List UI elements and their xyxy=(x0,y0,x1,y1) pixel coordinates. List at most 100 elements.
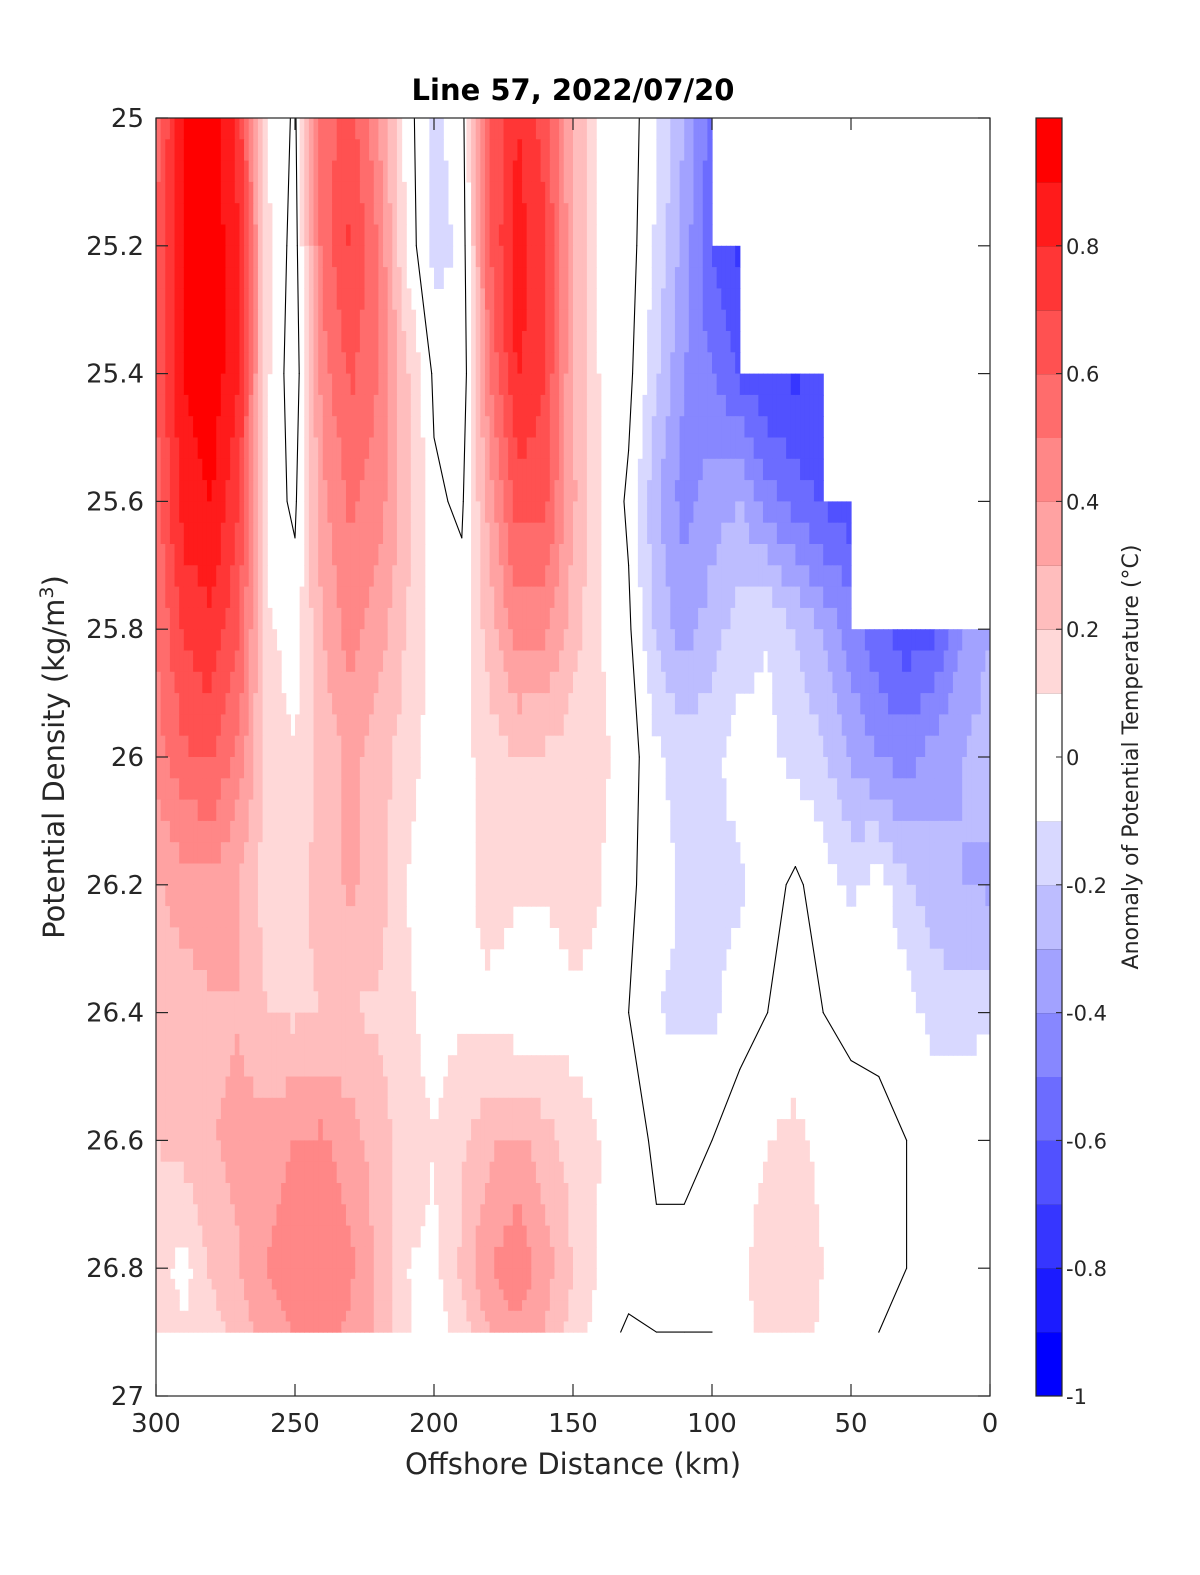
anomaly-cell xyxy=(369,437,375,460)
anomaly-cell xyxy=(535,565,542,588)
anomaly-cell xyxy=(369,820,375,843)
anomaly-cell xyxy=(378,884,384,907)
anomaly-cell xyxy=(327,416,333,439)
anomaly-cell xyxy=(211,1119,217,1141)
anomaly-cell xyxy=(197,203,203,226)
anomaly-cell xyxy=(651,629,657,652)
anomaly-cell xyxy=(322,437,329,460)
anomaly-cell xyxy=(359,501,366,524)
anomaly-cell xyxy=(193,267,199,289)
anomaly-cell xyxy=(373,458,379,481)
anomaly-cell xyxy=(577,842,583,865)
anomaly-cell xyxy=(160,352,166,375)
anomaly-cell xyxy=(684,416,690,439)
anomaly-cell xyxy=(656,352,662,375)
anomaly-cell xyxy=(674,607,681,630)
anomaly-cell xyxy=(484,245,491,268)
anomaly-cell xyxy=(582,693,588,715)
anomaly-cell xyxy=(193,757,199,779)
anomaly-cell xyxy=(378,799,384,822)
anomaly-cell xyxy=(257,1076,264,1099)
anomaly-cell xyxy=(554,607,560,630)
anomaly-cell xyxy=(786,522,792,545)
anomaly-cell xyxy=(957,714,963,737)
anomaly-cell xyxy=(193,586,199,609)
anomaly-cell xyxy=(559,778,565,801)
anomaly-cell xyxy=(188,970,194,992)
anomaly-cell xyxy=(684,352,690,375)
anomaly-cell xyxy=(230,309,236,332)
anomaly-cell xyxy=(234,1097,240,1120)
anomaly-cell xyxy=(239,863,245,886)
anomaly-cell xyxy=(568,586,574,609)
anomaly-cell xyxy=(693,267,699,289)
anomaly-cell xyxy=(707,842,713,865)
anomaly-cell xyxy=(169,906,176,928)
anomaly-cell xyxy=(188,842,194,865)
anomaly-cell xyxy=(661,629,667,652)
anomaly-cell xyxy=(498,693,505,715)
anomaly-cell xyxy=(554,373,560,396)
anomaly-cell xyxy=(892,693,898,715)
anomaly-cell xyxy=(846,714,852,737)
anomaly-cell xyxy=(498,373,505,396)
anomaly-cell xyxy=(220,906,227,928)
anomaly-cell xyxy=(332,309,338,332)
anomaly-cell xyxy=(767,565,773,588)
anomaly-cell xyxy=(447,224,454,247)
anomaly-cell xyxy=(702,522,708,545)
anomaly-cell xyxy=(573,671,579,694)
anomaly-cell xyxy=(341,544,347,566)
anomaly-cell xyxy=(712,714,718,737)
anomaly-cell xyxy=(925,927,931,950)
anomaly-cell xyxy=(494,118,500,140)
anomaly-cell xyxy=(827,565,834,588)
anomaly-cell xyxy=(684,757,690,779)
anomaly-cell xyxy=(206,394,213,417)
anomaly-cell xyxy=(480,288,486,311)
anomaly-cell xyxy=(281,863,287,886)
anomaly-cell xyxy=(526,778,532,801)
anomaly-cell xyxy=(688,948,695,971)
anomaly-cell xyxy=(531,288,537,311)
anomaly-cell xyxy=(267,203,273,226)
anomaly-cell xyxy=(345,714,352,737)
anomaly-cell xyxy=(758,480,764,502)
anomaly-cell xyxy=(336,139,342,162)
anomaly-cell xyxy=(661,309,667,332)
anomaly-cell xyxy=(489,373,495,396)
anomaly-cell xyxy=(855,799,861,822)
anomaly-cell xyxy=(313,650,319,673)
anomaly-cell xyxy=(239,927,245,950)
anomaly-cell xyxy=(345,373,352,396)
anomaly-cell xyxy=(563,757,569,779)
anomaly-cell xyxy=(563,224,569,247)
anomaly-cell xyxy=(545,267,551,289)
anomaly-cell xyxy=(522,544,528,566)
anomaly-cell xyxy=(179,671,185,694)
anomaly-cell xyxy=(568,118,574,140)
anomaly-cell xyxy=(378,757,384,779)
anomaly-cell xyxy=(818,735,824,758)
anomaly-cell xyxy=(512,288,518,311)
anomaly-cell xyxy=(197,1012,203,1035)
anomaly-cell xyxy=(262,160,268,183)
anomaly-cell xyxy=(818,671,824,694)
anomaly-cell xyxy=(489,160,495,183)
anomaly-cell xyxy=(832,565,838,588)
anomaly-cell xyxy=(674,927,681,950)
anomaly-cell xyxy=(308,607,315,630)
anomaly-cell xyxy=(980,778,986,801)
anomaly-cell xyxy=(475,650,481,673)
anomaly-cell xyxy=(332,267,338,289)
anomaly-cell xyxy=(549,224,556,247)
anomaly-cell xyxy=(179,118,185,140)
anomaly-cell xyxy=(276,820,282,843)
anomaly-cell xyxy=(749,544,755,566)
anomaly-cell xyxy=(295,820,301,843)
anomaly-cell xyxy=(573,586,579,609)
anomaly-cell xyxy=(920,778,926,801)
anomaly-cell xyxy=(248,714,254,737)
anomaly-cell xyxy=(980,991,986,1014)
anomaly-cell xyxy=(915,948,922,971)
